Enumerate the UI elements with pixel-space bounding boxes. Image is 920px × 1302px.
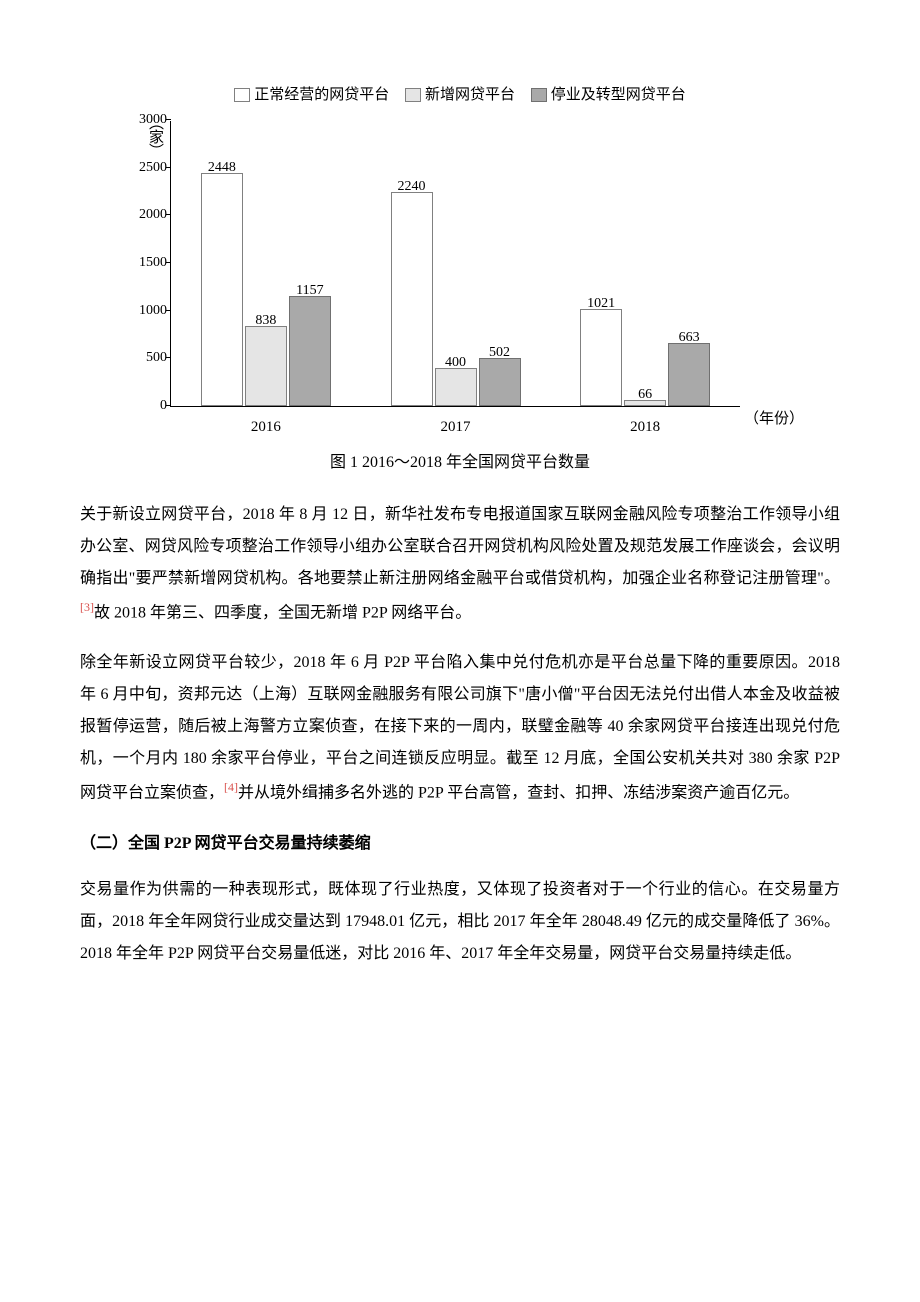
ytick-label: 2500 [127,154,167,182]
bar-value-label: 2448 [208,154,236,182]
footnote-ref-3: [3] [80,600,94,614]
footnote-ref-4: [4] [224,780,238,794]
ytick-mark [166,310,171,311]
bar-value-label: 502 [489,339,510,367]
chart-legend: 正常经营的网贷平台 新增网贷平台 停业及转型网贷平台 [110,80,810,113]
bar-group: 22404005022017 [361,121,551,406]
chart-area: （家） 244883811572016224040050220171021666… [110,117,810,437]
chart-container: 正常经营的网贷平台 新增网贷平台 停业及转型网贷平台 （家） 244883811… [110,80,810,437]
legend-label-1: 新增网贷平台 [425,80,515,110]
x-category-label: 2018 [630,412,660,442]
x-category-label: 2017 [441,412,471,442]
paragraph-1-text-a: 关于新设立网贷平台，2018 年 8 月 12 日，新华社发布专电报道国家互联网… [80,506,840,587]
paragraph-2: 除全年新设立网贷平台较少，2018 年 6 月 P2P 平台陷入集中兑付危机亦是… [80,647,840,809]
legend-swatch-0 [234,88,250,102]
ytick-mark [166,214,171,215]
bar: 838 [245,326,287,406]
legend-item-0: 正常经营的网贷平台 [234,80,389,110]
ytick-label: 500 [127,344,167,372]
bar: 502 [479,358,521,406]
bar-groups: 2448838115720162240400502201710216666320… [171,121,740,406]
ytick-mark [166,262,171,263]
xaxis-title: （年份） [744,404,804,434]
ytick-label: 3000 [127,106,167,134]
paragraph-3: 交易量作为供需的一种表现形式，既体现了行业热度，又体现了投资者对于一个行业的信心… [80,874,840,970]
ytick-label: 0 [127,392,167,420]
figure-caption: 图 1 2016～2018 年全国网贷平台数量 [80,447,840,479]
bar-group: 1021666632018 [550,121,740,406]
bar-value-label: 663 [679,324,700,352]
ytick-label: 2000 [127,201,167,229]
bar-value-label: 66 [638,381,652,409]
paragraph-1: 关于新设立网贷平台，2018 年 8 月 12 日，新华社发布专电报道国家互联网… [80,499,840,629]
ytick-mark [166,405,171,406]
ytick-mark [166,119,171,120]
bar-group: 244883811572016 [171,121,361,406]
bar-value-label: 2240 [398,173,426,201]
paragraph-1-text-b: 故 2018 年第三、四季度，全国无新增 P2P 网络平台。 [94,604,471,621]
ytick-mark [166,357,171,358]
legend-label-0: 正常经营的网贷平台 [254,80,389,110]
legend-label-2: 停业及转型网贷平台 [551,80,686,110]
bar-value-label: 1157 [296,277,323,305]
paragraph-2-text-b: 并从境外缉捕多名外逃的 P2P 平台高管，查封、扣押、冻结涉案资产逾百亿元。 [238,785,799,802]
bar-value-label: 400 [445,349,466,377]
ytick-label: 1000 [127,297,167,325]
bar: 1021 [580,309,622,406]
bar-value-label: 1021 [587,290,615,318]
bar-value-label: 838 [255,307,276,335]
legend-item-1: 新增网贷平台 [405,80,515,110]
bar: 2240 [391,192,433,406]
bar: 2448 [201,173,243,406]
legend-item-2: 停业及转型网贷平台 [531,80,686,110]
legend-swatch-2 [531,88,547,102]
ytick-label: 1500 [127,249,167,277]
ytick-mark [166,167,171,168]
paragraph-2-text-a: 除全年新设立网贷平台较少，2018 年 6 月 P2P 平台陷入集中兑付危机亦是… [80,654,840,801]
chart-plot: 2448838115720162240400502201710216666320… [170,121,740,407]
section-heading: （二）全国 P2P 网贷平台交易量持续萎缩 [80,828,840,860]
bar: 66 [624,400,666,406]
bar: 400 [435,368,477,406]
bar: 1157 [289,296,331,406]
legend-swatch-1 [405,88,421,102]
bar: 663 [668,343,710,406]
x-category-label: 2016 [251,412,281,442]
